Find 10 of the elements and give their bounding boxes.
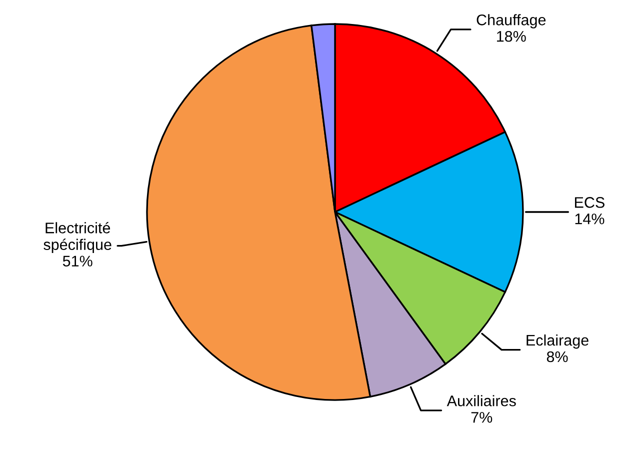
slice-label: Chauffage	[476, 14, 546, 28]
slice-label: ECS	[575, 197, 604, 208]
slice-label: Auxiliaires	[446, 395, 516, 406]
slice-label: Electricité spécifique	[44, 222, 112, 254]
data-label: 8%	[546, 351, 568, 362]
data-label: 51%	[62, 256, 92, 266]
data-label: 14%	[575, 214, 604, 224]
data-label: 7%	[471, 412, 492, 423]
slice-label: Eclairage	[526, 334, 588, 349]
data-label: 18%	[497, 30, 526, 42]
